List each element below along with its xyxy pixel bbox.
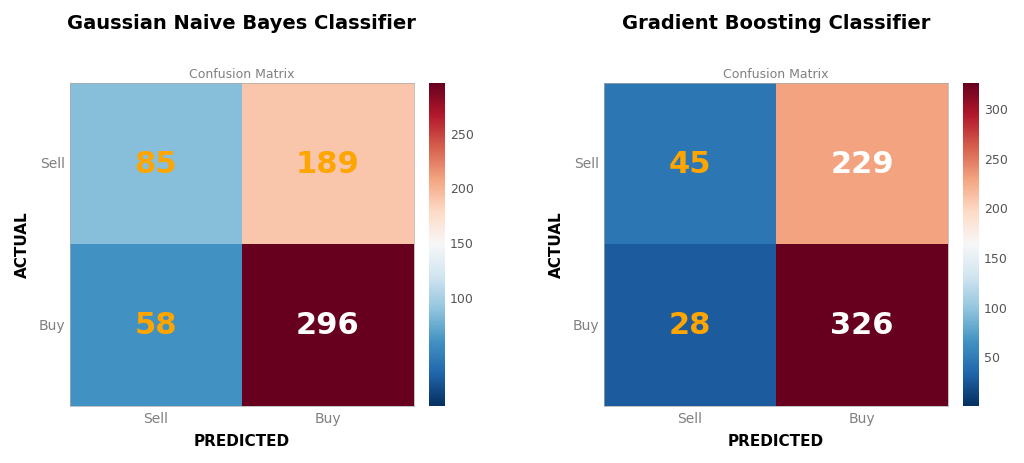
Text: 45: 45 [669,150,712,178]
Text: 28: 28 [669,311,712,340]
Text: 229: 229 [830,150,894,178]
Title: Confusion Matrix: Confusion Matrix [189,68,295,81]
X-axis label: PREDICTED: PREDICTED [728,433,824,448]
Text: 85: 85 [134,150,177,178]
Title: Confusion Matrix: Confusion Matrix [723,68,828,81]
Text: Gradient Boosting Classifier: Gradient Boosting Classifier [622,14,930,33]
X-axis label: PREDICTED: PREDICTED [194,433,290,448]
Y-axis label: ACTUAL: ACTUAL [15,212,30,278]
Text: 58: 58 [134,311,177,340]
Text: 189: 189 [296,150,359,178]
Y-axis label: ACTUAL: ACTUAL [549,212,564,278]
Text: Gaussian Naive Bayes Classifier: Gaussian Naive Bayes Classifier [68,14,416,33]
Text: 296: 296 [296,311,359,340]
Text: 326: 326 [830,311,894,340]
